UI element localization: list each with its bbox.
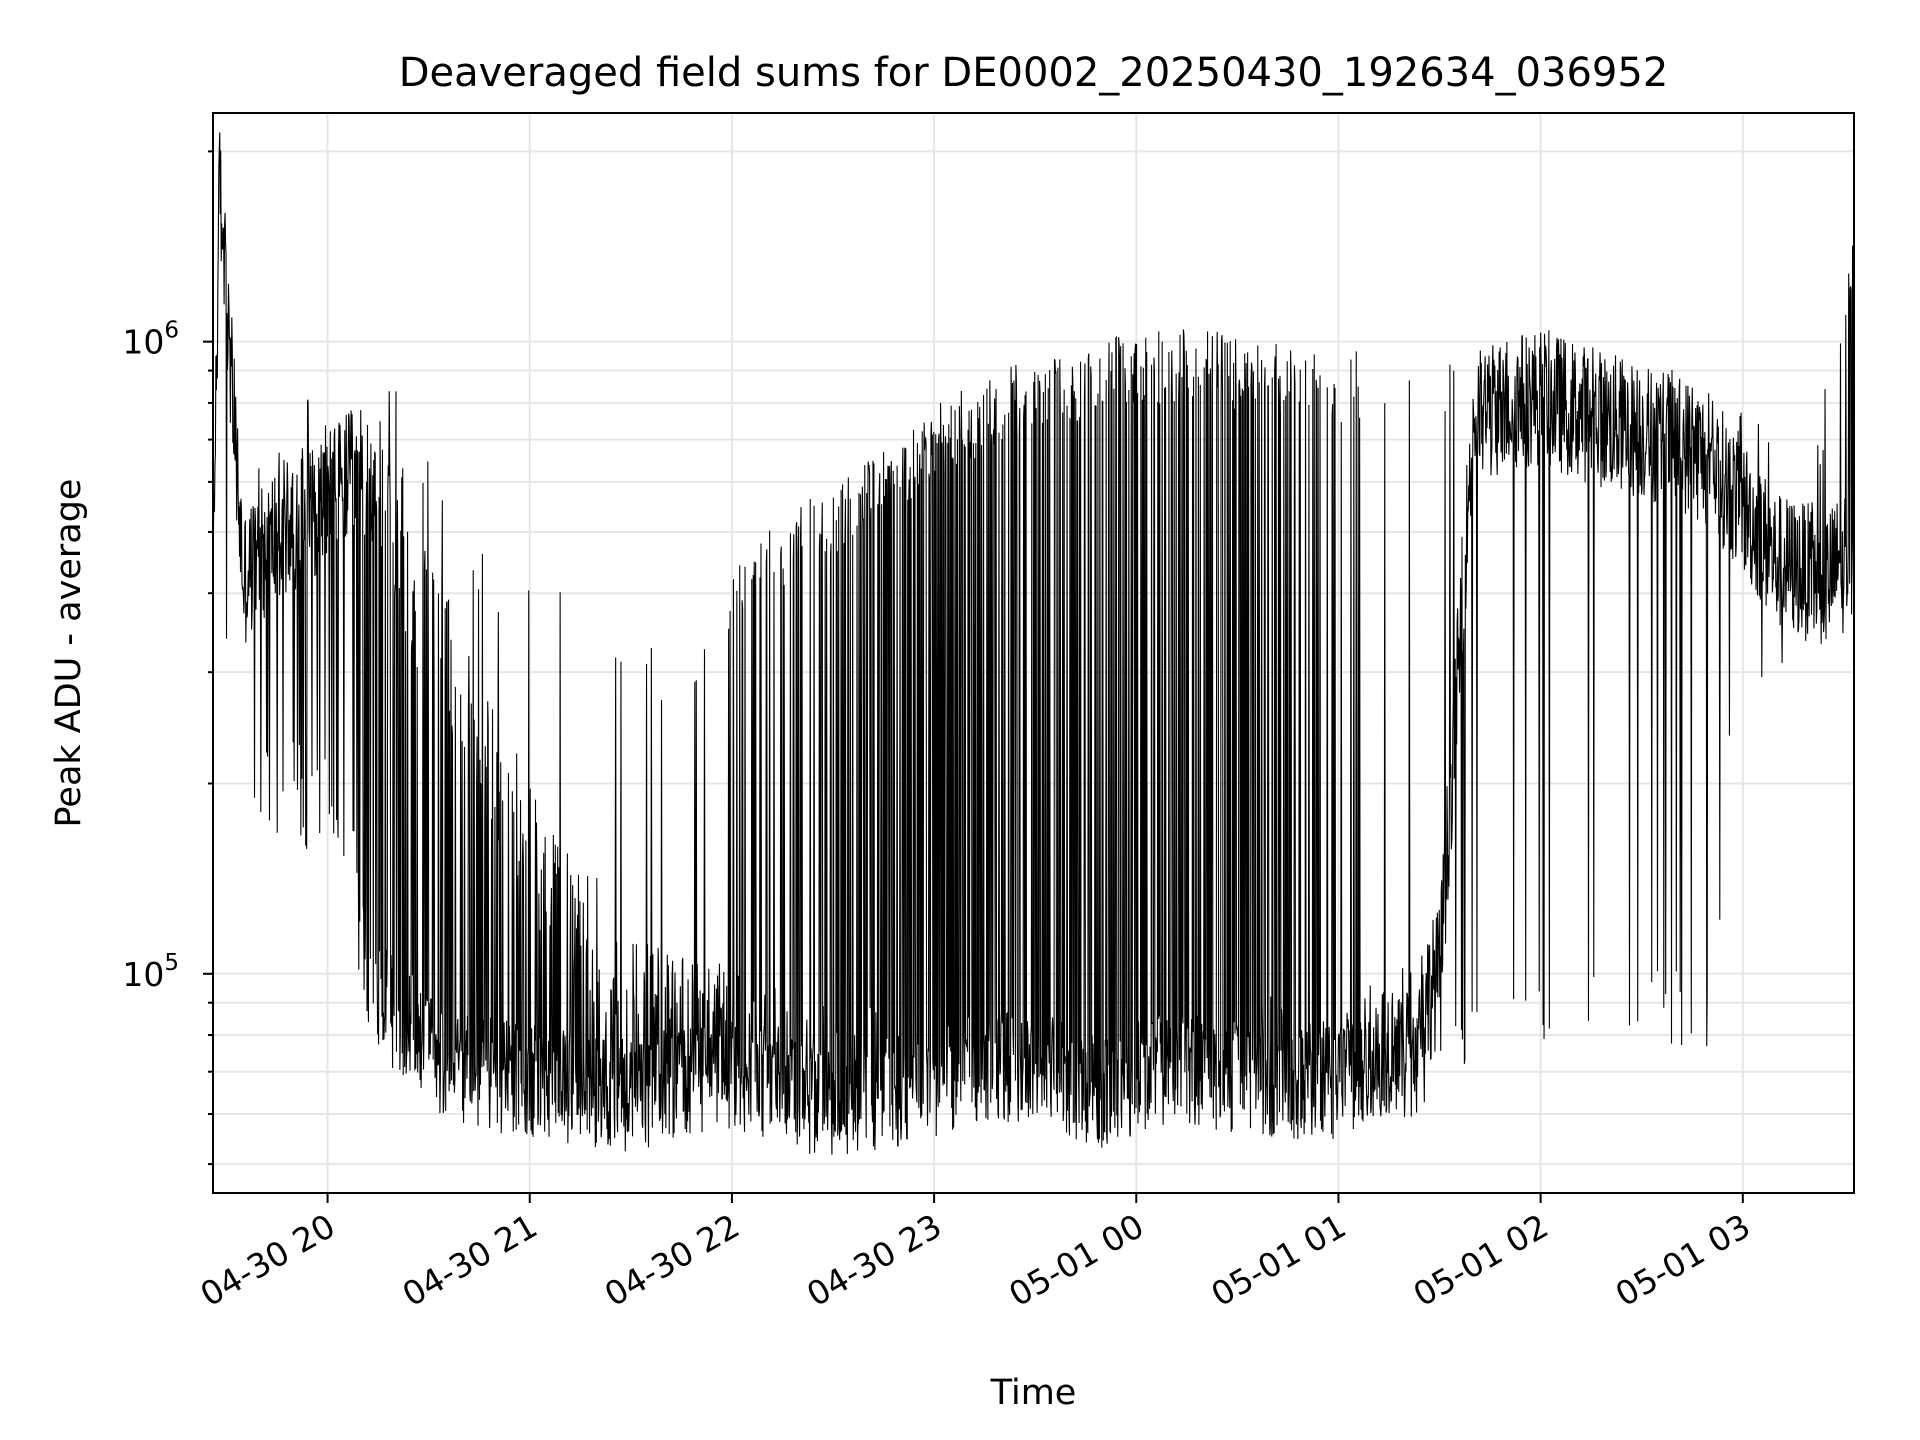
x-tick-label: 04-30 22 [598,1206,746,1314]
plot-frame [212,112,1855,1194]
y-axis-label: Peak ADU - average [49,479,89,828]
x-tick-label: 04-30 23 [800,1206,948,1314]
x-tick-label: 05-01 02 [1407,1206,1555,1314]
y-tick-label: 106 [122,318,179,362]
x-axis-label: Time [990,1373,1077,1413]
x-tick-label: 04-30 21 [396,1206,544,1314]
series-polyline [212,132,1855,1155]
x-tick-label: 04-30 20 [194,1206,342,1314]
series-line [212,132,1855,1155]
x-tick-label: 05-01 03 [1609,1206,1757,1314]
x-tick-label: 05-01 00 [1002,1206,1150,1314]
chart-title: Deaveraged field sums for DE0002_2025043… [399,50,1669,96]
y-tick-label: 105 [122,950,179,994]
x-tick-label: 05-01 01 [1204,1206,1352,1314]
